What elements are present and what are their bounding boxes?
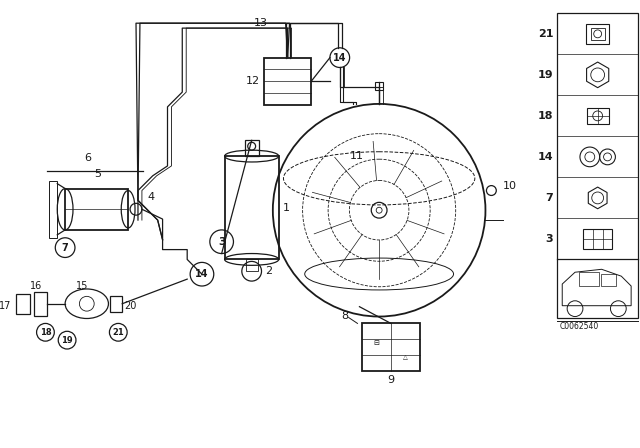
Text: 15: 15 <box>76 281 88 291</box>
Text: 11: 11 <box>349 151 364 161</box>
Bar <box>557 13 638 319</box>
Bar <box>362 323 419 370</box>
Text: 7: 7 <box>61 243 68 253</box>
Bar <box>16 294 29 314</box>
Text: △: △ <box>403 354 408 359</box>
Text: 8: 8 <box>341 310 348 321</box>
Text: 19: 19 <box>61 336 73 345</box>
Text: 3: 3 <box>546 234 554 244</box>
Text: 14: 14 <box>538 152 554 162</box>
Bar <box>246 259 257 271</box>
Bar <box>583 229 612 249</box>
Text: 3: 3 <box>218 237 225 247</box>
Bar <box>264 58 311 105</box>
Bar <box>375 82 383 90</box>
Text: 14: 14 <box>195 269 209 279</box>
Text: C0062540: C0062540 <box>559 323 598 332</box>
Bar <box>225 156 279 259</box>
Bar <box>586 24 609 44</box>
Text: 19: 19 <box>538 70 554 80</box>
Text: 13: 13 <box>254 18 268 28</box>
Text: 10: 10 <box>503 181 517 190</box>
Text: 21: 21 <box>538 29 554 39</box>
Text: 17: 17 <box>0 301 11 311</box>
Text: 9: 9 <box>387 375 394 385</box>
Text: 20: 20 <box>124 301 136 311</box>
Text: 14: 14 <box>333 53 346 63</box>
Bar <box>49 181 57 238</box>
Text: 18: 18 <box>40 328 51 337</box>
Bar <box>65 189 128 230</box>
Text: 21: 21 <box>113 328 124 337</box>
Text: 12: 12 <box>246 76 260 86</box>
Text: 6: 6 <box>84 153 92 163</box>
Bar <box>34 292 47 315</box>
Text: 18: 18 <box>538 111 554 121</box>
Text: 4: 4 <box>148 193 155 202</box>
Bar <box>579 272 598 286</box>
Bar <box>587 108 609 124</box>
Bar <box>600 274 616 286</box>
Text: 5: 5 <box>94 169 101 179</box>
Text: 7: 7 <box>546 193 554 203</box>
Text: 16: 16 <box>29 281 42 291</box>
Text: 2: 2 <box>266 266 273 276</box>
Bar <box>111 296 122 312</box>
Text: 1: 1 <box>283 203 290 213</box>
Bar <box>591 28 605 40</box>
Text: ⊟: ⊟ <box>374 340 380 346</box>
Bar <box>244 140 259 156</box>
